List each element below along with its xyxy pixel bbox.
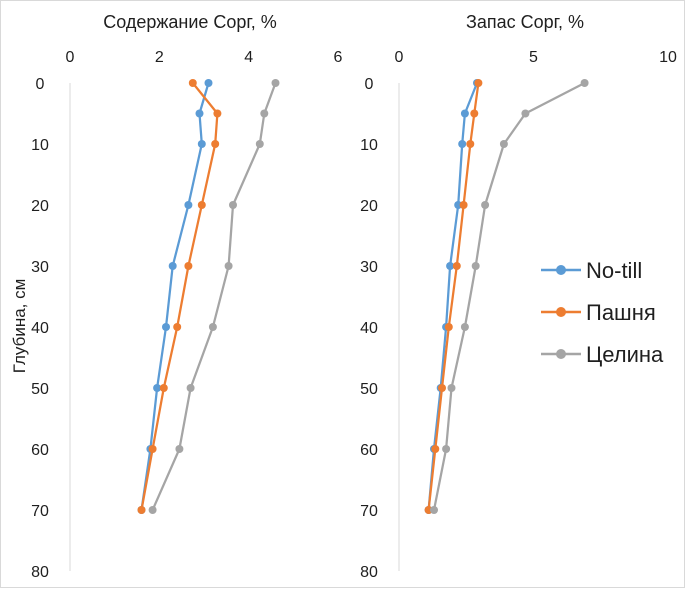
data-point-tselina [471,262,480,270]
y-tick-label: 50 [360,381,378,398]
y-tick-label: 10 [31,137,49,154]
data-point-pashnya [438,384,446,392]
data-point-tselina [229,201,237,209]
y-tick-label: 80 [31,564,49,581]
data-point-tselina [521,109,530,118]
chart-panel-carbon-stock: Запас Сорг, % 0 5 10 0 10 20 30 40 50 60 70 80 [360,12,677,581]
data-point-pashnya [213,109,222,118]
data-point-pashnya [197,201,206,209]
data-point-no-till [162,323,170,331]
data-point-tselina [255,140,264,148]
data-point-pashnya [470,109,479,118]
y-tick-label: 70 [360,503,378,520]
legend-marker-tselina [556,349,566,359]
data-point-tselina [148,506,157,514]
data-point-pashnya [466,140,475,148]
y-tick-label: 60 [31,442,49,459]
data-point-tselina [481,201,490,209]
data-point-tselina [260,109,269,118]
data-point-pashnya [184,262,193,270]
y-tick-label: 10 [360,137,378,154]
data-point-tselina [430,506,438,514]
data-point-tselina [175,445,184,453]
y-tick-label: 20 [360,198,378,215]
legend-label-tselina: Целина [586,342,664,367]
y-tick-label: 40 [360,320,378,337]
x-tick-label: 5 [529,49,538,66]
data-point-tselina [447,384,456,392]
data-point-pashnya [173,323,182,331]
data-point-no-till [460,109,469,118]
data-point-tselina [186,384,195,392]
data-point-tselina [208,323,217,331]
data-point-no-till [197,140,206,148]
y-tick-label: 40 [31,320,49,337]
y-tick-label: 80 [360,564,378,581]
legend-marker-no-till [556,265,566,275]
data-point-pashnya [148,445,157,453]
x-tick-label: 0 [395,49,404,66]
data-point-tselina [460,323,469,331]
legend-marker-pashnya [556,307,566,317]
y-tick-label: 0 [36,76,45,93]
data-point-no-till [458,140,467,148]
legend-label-pashnya: Пашня [586,300,656,325]
y-axis-label: Глубина, см [10,279,29,374]
x-tick-label: 0 [66,49,75,66]
data-point-pashnya [188,79,197,87]
chart-title-carbon-content: Содержание Сорг, % [103,12,277,32]
data-point-pashnya [211,140,220,148]
data-point-pashnya [459,201,468,209]
data-point-pashnya [452,262,461,270]
data-point-no-till [184,201,193,209]
chart-legend: No-till Пашня Целина [541,258,664,367]
series-line-tselina [432,81,586,511]
y-tick-label: 20 [31,198,49,215]
x-tick-label: 10 [659,49,677,66]
data-point-pashnya [474,79,483,87]
data-point-pashnya [137,506,146,514]
data-point-tselina [442,445,451,453]
data-point-no-till [195,109,204,118]
y-tick-label: 30 [31,259,49,276]
data-point-tselina [499,140,508,148]
x-tick-label: 4 [244,49,253,66]
data-point-pashnya [444,323,453,331]
data-point-tselina [224,262,233,270]
data-point-no-till [204,79,213,87]
chart-title-carbon-stock: Запас Сорг, % [466,12,584,32]
x-tick-label: 6 [334,49,343,66]
data-point-no-till [168,262,177,270]
y-tick-label: 60 [360,442,378,459]
data-point-tselina [580,79,589,87]
data-point-no-till [446,262,455,270]
y-tick-label: 0 [365,76,374,93]
x-tick-label: 2 [155,49,164,66]
data-point-pashnya [431,445,440,453]
y-tick-label: 70 [31,503,49,520]
data-point-no-till [153,384,162,392]
data-point-pashnya [159,384,168,392]
legend-label-no-till: No-till [586,258,642,283]
y-tick-label: 30 [360,259,378,276]
y-tick-label: 50 [31,381,49,398]
data-point-tselina [271,79,280,87]
